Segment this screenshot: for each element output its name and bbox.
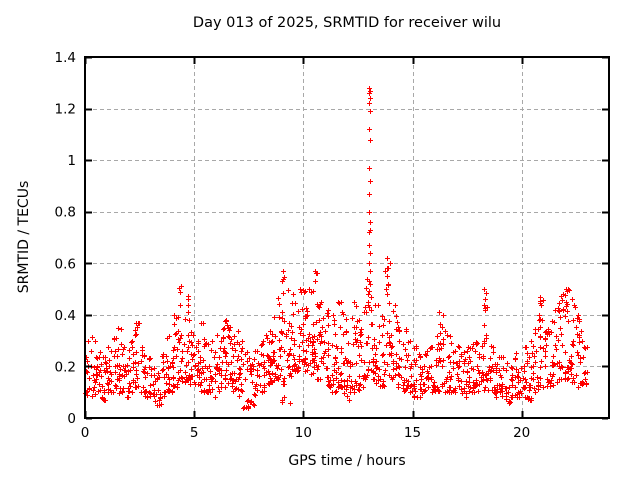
tick-marks [84, 56, 608, 420]
x-tick-label: 5 [190, 425, 199, 441]
y-tick-label: 0.2 [55, 359, 76, 375]
y-tick-label: 0.4 [55, 308, 76, 324]
x-axis-label: GPS time / hours [288, 453, 406, 469]
plot-border [84, 56, 610, 419]
chart-title: Day 013 of 2025, SRMTID for receiver wil… [192, 15, 502, 31]
y-tick-label: 0.8 [55, 205, 76, 221]
tick-labels: 0 5 10 15 20 0 0.2 0.4 0.6 0.8 1 1.2 1.4 [55, 50, 531, 441]
data-points [83, 86, 590, 411]
x-tick-label: 15 [404, 425, 421, 441]
x-tick-label: 10 [295, 425, 312, 441]
y-tick-label: 0.6 [55, 256, 76, 272]
x-tick-label: 0 [81, 425, 90, 441]
y-tick-label: 1.2 [55, 102, 76, 118]
x-tick-label: 20 [513, 425, 530, 441]
y-tick-label: 0 [67, 411, 76, 427]
y-tick-label: 1.4 [55, 50, 76, 66]
y-tick-label: 1 [67, 153, 76, 169]
